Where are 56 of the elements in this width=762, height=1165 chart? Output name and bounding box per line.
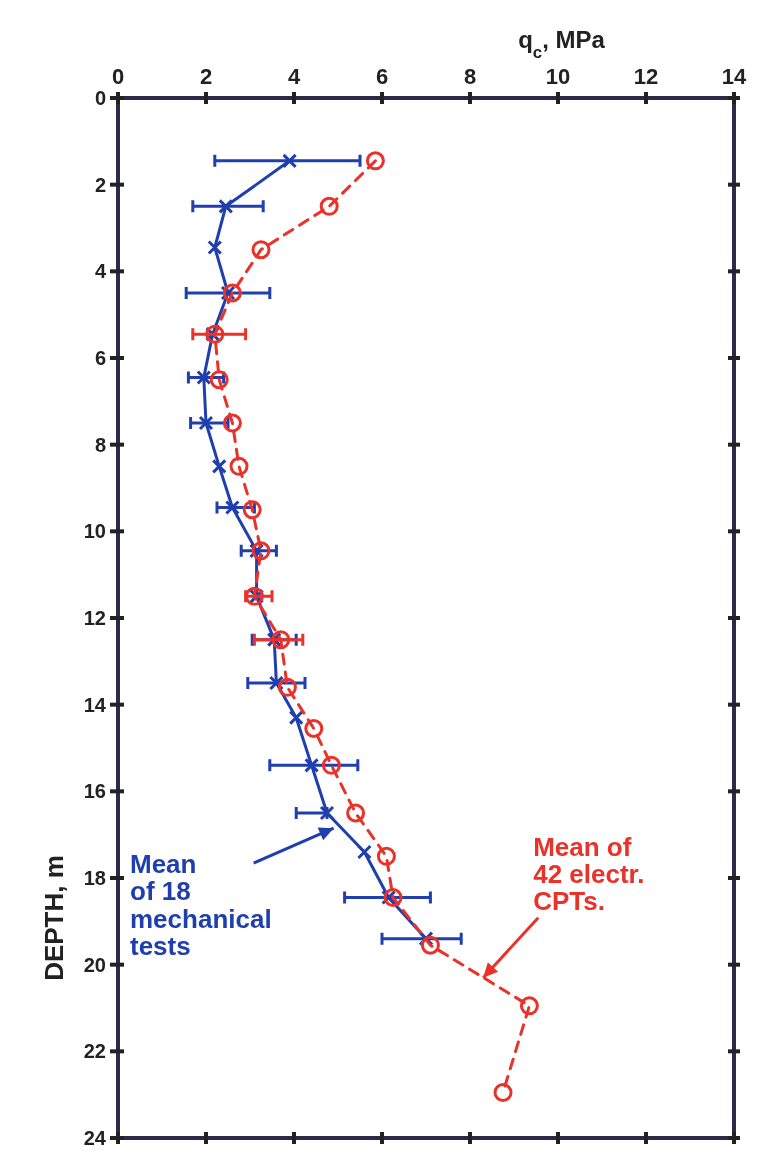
point	[321, 755, 341, 775]
point	[383, 888, 403, 907]
point	[365, 151, 385, 171]
point	[519, 996, 539, 1016]
y-axis-title: DEPTH, m	[39, 855, 69, 981]
x-tick-label: 14	[721, 64, 747, 89]
y-tick-label: 14	[83, 693, 107, 716]
y-tick-label: 18	[83, 867, 106, 889]
point	[251, 541, 271, 561]
annotation: Mean of 42 electr. CPTs.	[533, 831, 645, 917]
y-tick-label: 16	[83, 780, 106, 803]
y-tick-label: 22	[83, 1040, 106, 1063]
point	[198, 415, 214, 431]
y-tick-label: 6	[94, 347, 106, 369]
x-tick-label: 2	[199, 64, 213, 89]
point	[224, 500, 240, 515]
point	[207, 240, 223, 255]
point	[211, 458, 227, 474]
point	[282, 153, 298, 169]
point	[218, 198, 234, 214]
point	[356, 844, 372, 860]
point	[304, 757, 320, 773]
point	[304, 719, 324, 738]
y-tick-label: 12	[83, 607, 106, 629]
point	[251, 240, 271, 260]
y-tick-label: 0	[94, 87, 106, 109]
point	[209, 370, 229, 390]
y-tick-label: 8	[94, 433, 106, 456]
y-tick-label: 24	[83, 1127, 107, 1149]
y-tick-label: 4	[94, 260, 107, 283]
point	[222, 413, 242, 433]
point	[229, 456, 249, 476]
x-tick-label: 12	[633, 64, 659, 89]
point	[244, 586, 264, 606]
point	[242, 500, 262, 520]
x-tick-label: 4	[287, 64, 301, 89]
point	[196, 370, 212, 385]
point	[420, 935, 440, 955]
point	[319, 196, 339, 216]
point	[222, 283, 242, 303]
point	[346, 803, 366, 823]
point	[277, 677, 297, 697]
x-tick-label: 6	[375, 64, 389, 89]
annotation: Mean of 18 mechanical tests	[130, 849, 272, 962]
x-tick-label: 8	[463, 64, 477, 89]
y-tick-label: 10	[83, 520, 106, 543]
x-axis-title: q$_{c}$, MPa	[518, 26, 606, 62]
x-tick-label: 0	[111, 64, 125, 89]
point	[376, 846, 396, 866]
point	[271, 630, 291, 650]
x-tick-label: 10	[545, 64, 571, 89]
point	[319, 805, 335, 821]
y-tick-label: 2	[94, 173, 106, 196]
y-tick-label: 20	[83, 953, 106, 976]
point	[493, 1083, 513, 1102]
point	[288, 710, 304, 726]
